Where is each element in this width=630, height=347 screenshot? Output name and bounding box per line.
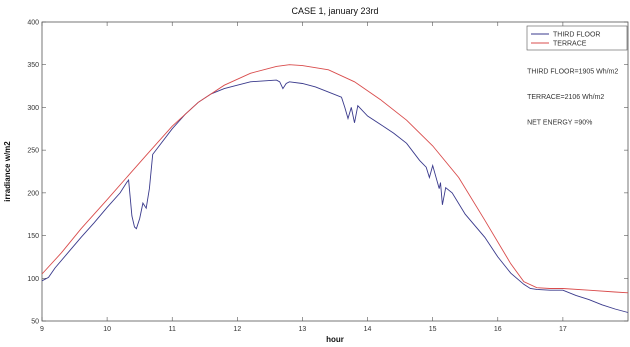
y-axis-label: irradiance w/m2 xyxy=(3,141,12,202)
legend-box xyxy=(526,25,628,51)
x-tick-label: 10 xyxy=(103,326,111,333)
legend: THIRD FLOOR TERRACE xyxy=(526,25,628,51)
y-tick-label: 200 xyxy=(27,190,39,197)
y-tick-label: 400 xyxy=(27,20,39,27)
annotation-text: TERRACE=2106 Wh/m2 xyxy=(527,94,604,101)
x-tick-label: 16 xyxy=(494,326,502,333)
x-tick-label: 12 xyxy=(233,326,241,333)
plot-area xyxy=(41,21,629,322)
legend-label: TERRACE xyxy=(553,41,587,48)
y-tick-label: 100 xyxy=(27,276,39,283)
y-tick-label: 250 xyxy=(27,148,39,155)
y-tick-label: 300 xyxy=(27,105,39,112)
series-group xyxy=(41,64,629,313)
series-line-terrace xyxy=(41,64,629,294)
chart-title: CASE 1, january 23rd xyxy=(291,6,378,16)
x-tick-label: 15 xyxy=(429,326,437,333)
series-line-third-floor xyxy=(41,79,629,313)
annotation-text: THIRD FLOOR=1905 Wh/m2 xyxy=(527,68,618,75)
annotation-text: NET ENERGY =90% xyxy=(527,120,592,127)
annotations: THIRD FLOOR=1905 Wh/m2 TERRACE=2106 Wh/m2… xyxy=(527,68,618,126)
y-tick-label: 150 xyxy=(27,233,39,240)
x-tick-label: 9 xyxy=(40,326,44,333)
y-tick-label: 50 xyxy=(31,319,39,326)
x-tick-label: 13 xyxy=(299,326,307,333)
x-tick-label: 17 xyxy=(559,326,567,333)
legend-label: THIRD FLOOR xyxy=(553,32,600,39)
x-tick-label: 14 xyxy=(364,326,372,333)
y-tick-label: 350 xyxy=(27,62,39,69)
x-axis-label: hour xyxy=(326,335,344,344)
x-tick-label: 11 xyxy=(169,326,176,333)
axis-ticks: 9 10 11 12 13 14 15 16 17 50 100 150 200 250 300 350 400 xyxy=(27,20,628,333)
